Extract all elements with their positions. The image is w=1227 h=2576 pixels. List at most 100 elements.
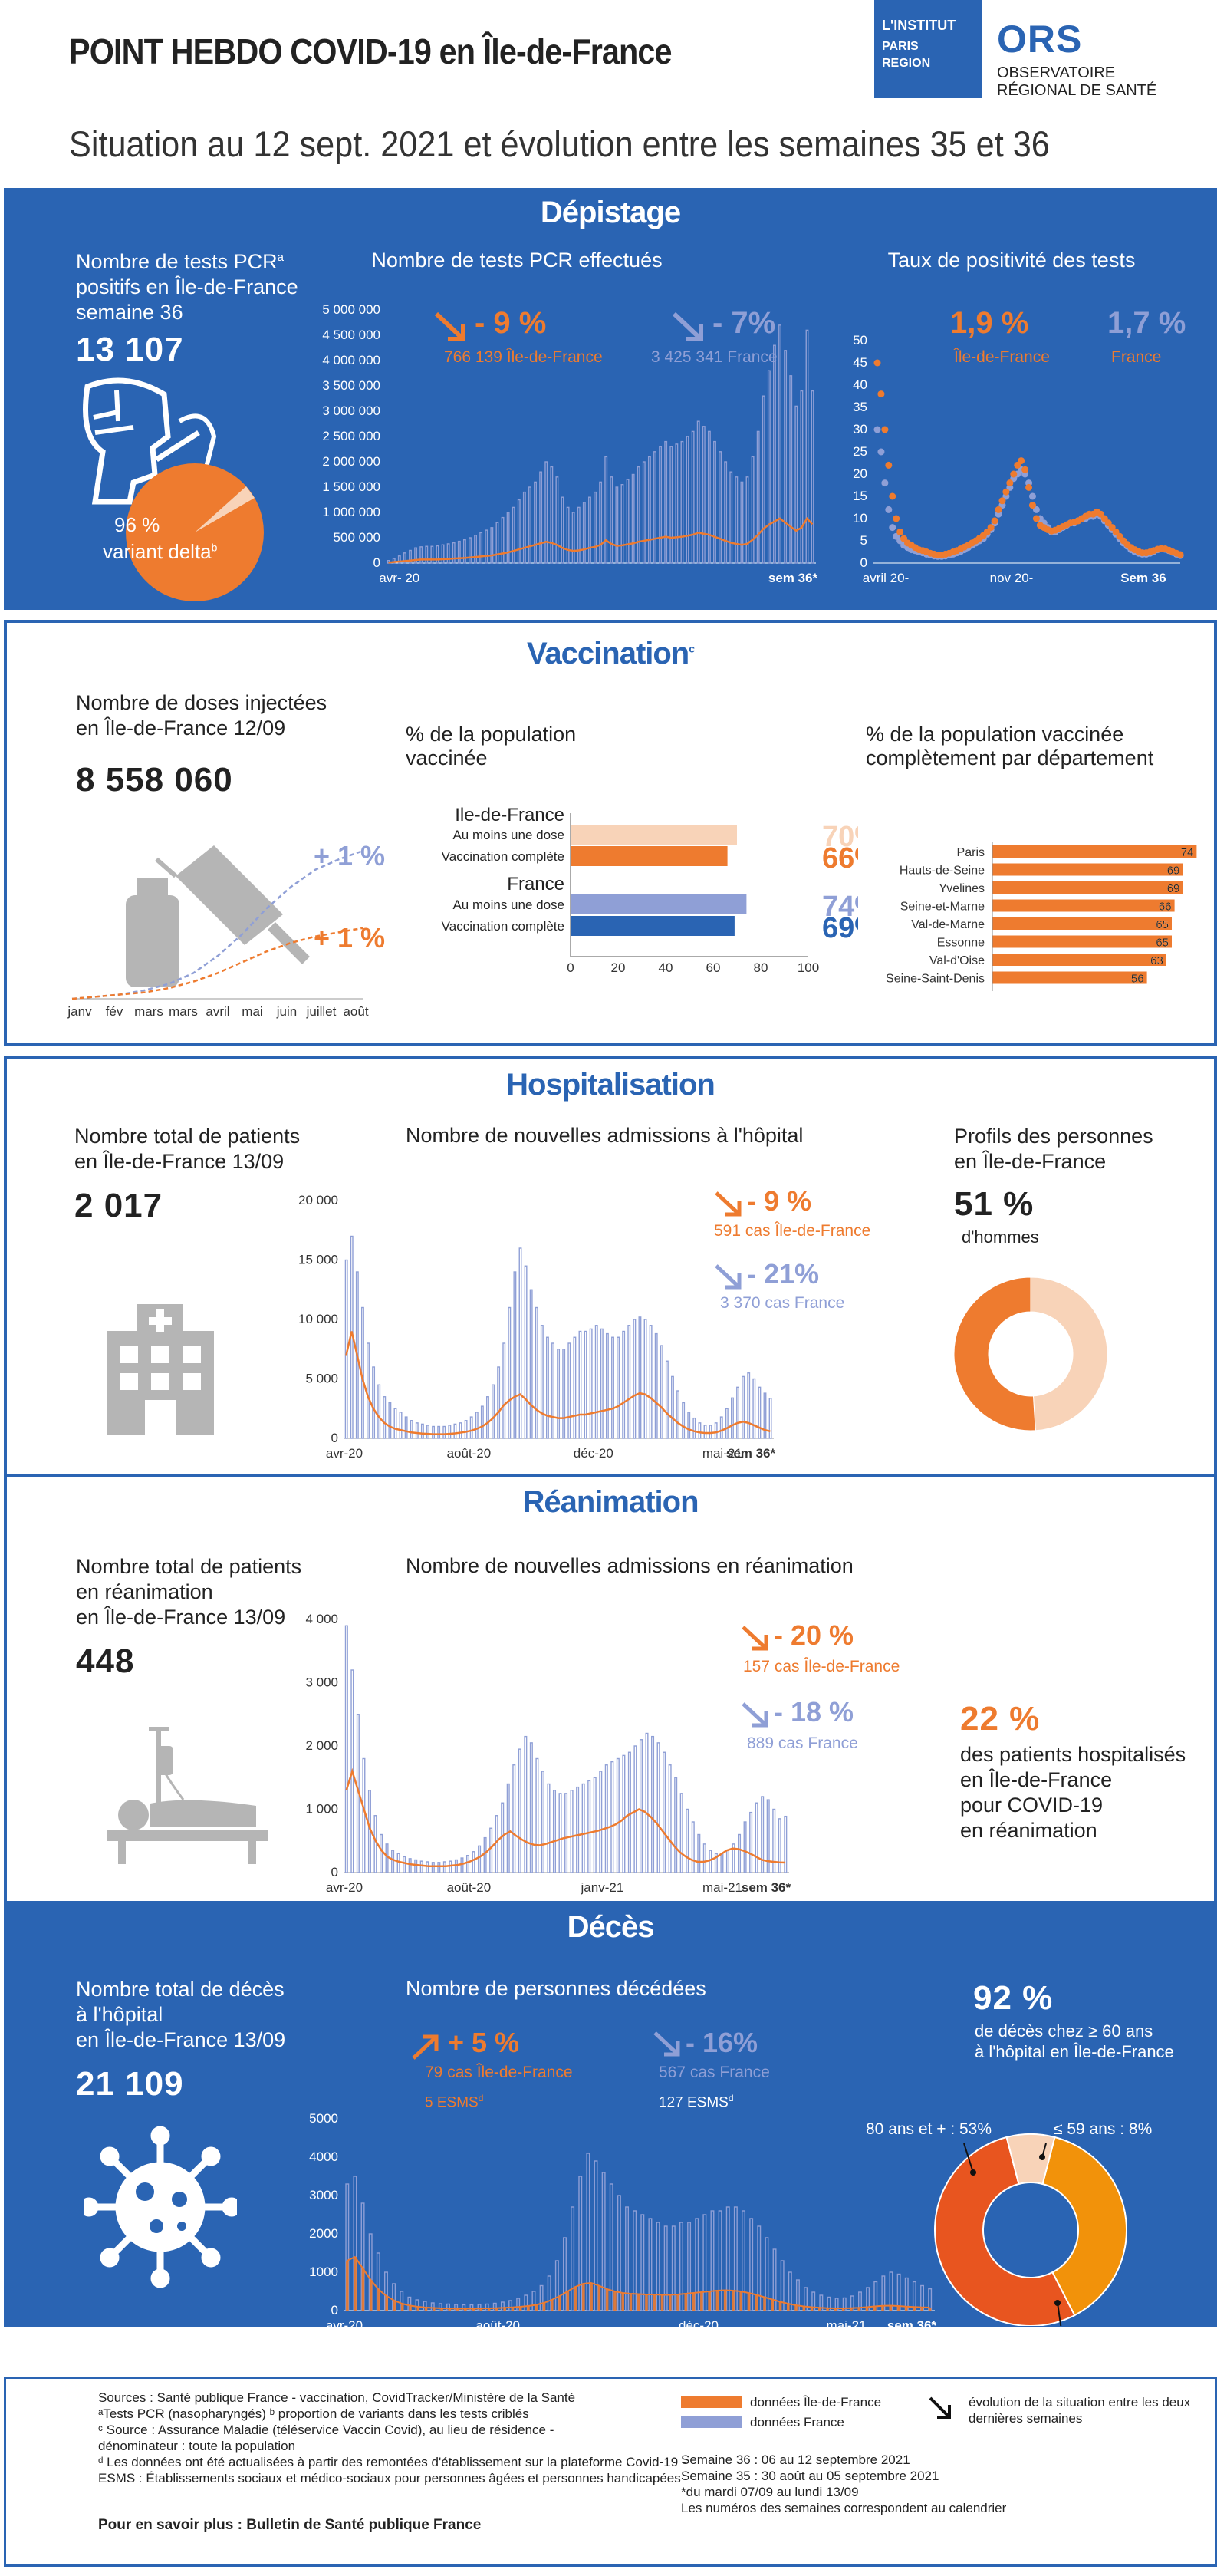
footer-more-link[interactable]: Pour en savoir plus : Bulletin de Santé … (98, 2517, 482, 2533)
hosp-fr-value: 3 370 cas France (720, 1294, 845, 1312)
bar-france (541, 1771, 544, 1873)
bar-france (465, 1855, 470, 1873)
bar-france (756, 430, 760, 564)
y-tick-label: 5 000 000 (322, 302, 380, 317)
bar-france (680, 440, 684, 564)
bar-france (587, 496, 591, 564)
bar-idf (739, 2291, 742, 2311)
bar-france (508, 2300, 513, 2311)
bar-idf (527, 2306, 530, 2311)
bar-france (480, 1405, 484, 1439)
rea-idf-pct: - 20 % (774, 1619, 854, 1651)
logo-text-1: L'INSTITUT (882, 18, 956, 33)
bar-france (794, 405, 798, 564)
section-title: Réanimation (522, 1485, 699, 1519)
y-tick-label: 25 (853, 444, 867, 459)
bar-france (725, 2206, 730, 2311)
bar-france (633, 2210, 637, 2311)
bar-france (679, 2222, 683, 2311)
bar-idf (810, 2307, 814, 2311)
bar-france (687, 2222, 692, 2311)
bar-idf (896, 2306, 900, 2311)
label-59-minus: ≤ 59 ans : 8% (1054, 2120, 1152, 2138)
bar-france (778, 324, 781, 564)
bar-france (446, 2303, 450, 2311)
panel-reanimation: Réanimation Nombre total de patients en r… (4, 1474, 1217, 1904)
bar-idf (590, 2283, 593, 2311)
bar-idf (653, 2294, 656, 2311)
bar-france (675, 443, 679, 564)
x-tick-label: juillet (306, 1004, 337, 1019)
bar-idf (393, 2301, 396, 2311)
bar-france (725, 1408, 729, 1439)
bar-france (544, 461, 548, 564)
point-idf (1028, 502, 1036, 509)
bar-france (640, 2214, 645, 2311)
bar-france (472, 1851, 475, 1873)
bar-france (566, 506, 570, 564)
bar (992, 935, 1172, 948)
bar-france (599, 481, 603, 564)
bar-idf (400, 2304, 404, 2311)
bar-france (627, 1325, 631, 1439)
legend-idf: données Île-de-France (750, 2395, 882, 2410)
value-label: 69 (1167, 865, 1180, 878)
bar-france (617, 1336, 620, 1439)
x-tick-label: 100 (798, 960, 819, 975)
panel-deces: Décès Nombre total de décès à l'hôpital en… (4, 1901, 1217, 2333)
age-distribution-donut: 80 ans et + : 53%≤ 59 ans : 8%60-79 ans … (866, 2120, 1152, 2326)
bar-france (414, 1859, 418, 1873)
y-tick-label: 2000 (309, 2226, 338, 2241)
bar-france (500, 2301, 505, 2311)
bar-france (659, 446, 663, 564)
leader-line (1057, 2302, 1062, 2326)
point-idf (893, 515, 900, 522)
bar-france (664, 440, 668, 564)
bar-idf (472, 2308, 475, 2311)
vial-icon (126, 895, 179, 987)
hosp-idf-value: 591 cas Île-de-France (714, 1222, 871, 1240)
x-tick-label: août-20 (447, 1880, 492, 1895)
bar-france (594, 2160, 598, 2311)
bar-idf (834, 2308, 837, 2311)
point-idf (1176, 551, 1184, 558)
bar-france (617, 2195, 621, 2311)
bar-france (517, 499, 521, 564)
y-tick-label: 4 500 000 (322, 328, 380, 342)
pcr-idf-value: 766 139 Île-de-France (444, 348, 603, 366)
bar-france (570, 1790, 574, 1873)
y-tick-label: 2 500 000 (322, 429, 380, 443)
y-tick-label: 10 (853, 511, 867, 525)
bar-france (620, 483, 624, 564)
bar-france (671, 1375, 674, 1439)
bar-france (772, 2248, 777, 2311)
bar-idf (503, 2308, 506, 2311)
bar-france (561, 496, 564, 564)
bar-france (512, 1764, 516, 1873)
bar-idf (582, 2284, 585, 2311)
bar-france (362, 1757, 366, 1873)
bar-france (485, 2303, 489, 2311)
delta-label: variant deltab (103, 540, 218, 563)
bar-france (758, 1386, 762, 1439)
bar-idf (732, 2291, 735, 2311)
bar-france (610, 1761, 614, 1873)
pcr-chart: 0 500 000 1 000 000 1 500 000 2 000 000 2 500… (322, 302, 817, 585)
bar-france (562, 1349, 566, 1439)
y-tick-label: 1 500 000 (322, 479, 380, 494)
bar-france (622, 1754, 626, 1873)
bar-idf (889, 2305, 893, 2311)
point-idf (877, 390, 885, 398)
bar-france (448, 1425, 452, 1439)
bar-france (819, 2294, 824, 2311)
x-tick-label: sem 36* (887, 2318, 937, 2333)
bar-france (686, 436, 689, 564)
hosp-fr-pct: - 21% (747, 1258, 820, 1290)
section-title: Vaccinationc (526, 637, 695, 670)
bar-france (516, 2298, 521, 2311)
y-tick-label: 0 (331, 1431, 338, 1445)
bar-france (452, 542, 456, 564)
bar-idf (597, 2285, 601, 2311)
y-tick-label: 1 000 (305, 1802, 338, 1817)
bar-idf (440, 2308, 443, 2311)
